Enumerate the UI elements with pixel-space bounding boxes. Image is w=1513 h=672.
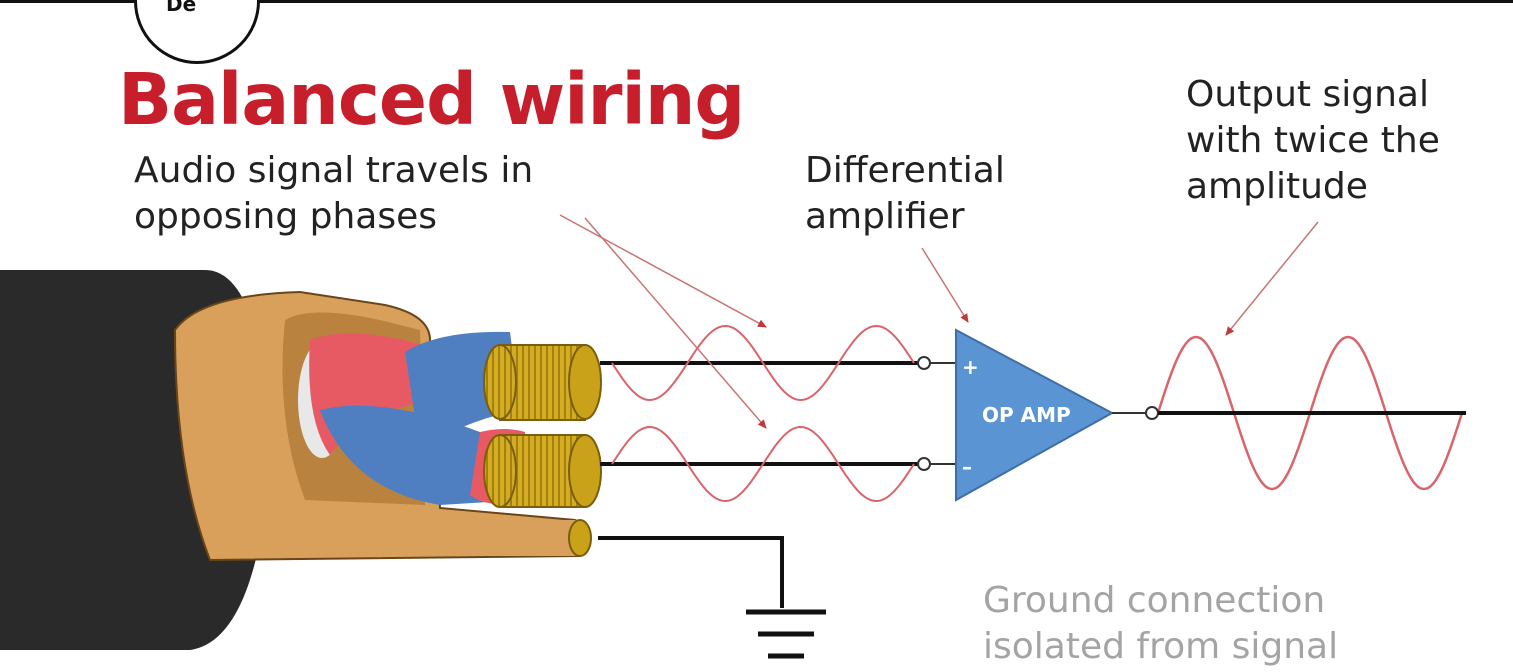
shield-drain-wire bbox=[430, 520, 580, 556]
audio-signal-label: Audio signal travels in opposing phases bbox=[134, 148, 533, 240]
input-terminal-plus bbox=[917, 356, 931, 370]
conductor-drain bbox=[568, 519, 592, 557]
output-signal-label-line3: amplitude bbox=[1186, 166, 1368, 207]
pointer-to-output-wave bbox=[1225, 221, 1319, 336]
wire-blue-lower bbox=[320, 405, 520, 505]
op-amp-text: OP AMP bbox=[982, 403, 1071, 427]
ground-connection-label-line1: Ground connection bbox=[983, 580, 1326, 621]
audio-signal-label-line2: opposing phases bbox=[134, 196, 438, 237]
output-signal-label: Output signal with twice the amplitude bbox=[1186, 72, 1440, 210]
output-signal-label-line2: with twice the bbox=[1186, 120, 1440, 161]
pointer-to-top-wave bbox=[559, 214, 767, 328]
top-rule bbox=[0, 0, 1513, 3]
pointer-to-bottom-wave bbox=[584, 217, 767, 429]
ground-connection-label: Ground connection isolated from signal bbox=[983, 578, 1338, 670]
input-terminal-minus bbox=[917, 457, 931, 471]
waveform-bottom bbox=[611, 425, 915, 503]
op-amp: OP AMP + – bbox=[955, 328, 1115, 502]
minus-sign: – bbox=[962, 455, 972, 479]
output-terminal bbox=[1145, 406, 1159, 420]
conductor-bottom bbox=[483, 434, 602, 508]
ground-symbol bbox=[598, 536, 826, 659]
output-signal-label-line1: Output signal bbox=[1186, 74, 1429, 115]
conductor-top bbox=[483, 344, 602, 421]
plus-sign: + bbox=[962, 355, 979, 379]
differential-amplifier-label: Differential amplifier bbox=[805, 148, 1005, 240]
op-amp-triangle bbox=[955, 328, 1115, 502]
pointer-to-op-amp bbox=[921, 247, 969, 323]
waveform-top bbox=[611, 324, 915, 402]
diagram-title: Balanced wiring bbox=[118, 58, 745, 141]
logo-badge-text: De bbox=[166, 0, 197, 16]
differential-amplifier-label-line2: amplifier bbox=[805, 196, 965, 237]
ground-connection-label-line2: isolated from signal bbox=[983, 626, 1339, 667]
audio-signal-label-line1: Audio signal travels in bbox=[134, 150, 534, 191]
differential-amplifier-label-line1: Differential bbox=[805, 150, 1005, 191]
